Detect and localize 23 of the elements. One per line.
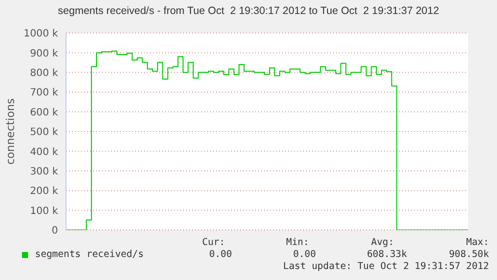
y-tick-label: 400 k [30, 146, 58, 158]
y-tick-label: 600 k [30, 107, 58, 118]
y-tick-label: 800 k [30, 68, 58, 79]
text: Avg: [371, 237, 394, 248]
y-tick-label: 0 [52, 226, 58, 237]
text: Min: [286, 237, 309, 248]
y-tick-label: 700 k [30, 88, 58, 99]
y-tick-label: 1000 k [24, 28, 58, 40]
text: 0.00 [293, 249, 316, 260]
text: 908.50k [448, 249, 489, 260]
text: 0.00 [209, 249, 232, 260]
text: Cur: [202, 237, 225, 248]
text: Max: [466, 237, 489, 248]
y-tick-label: 900 k [30, 48, 58, 60]
y-tick-label: 200 k [30, 186, 58, 198]
y-tick-label: 100 k [30, 206, 58, 217]
text: 608.33k [366, 249, 407, 260]
legend-label: segments received/s [35, 249, 144, 260]
y-tick-label: 300 k [30, 166, 58, 178]
y-axis-title: connections [4, 98, 17, 165]
text: Last update: Tue Oct 2 19:31:57 2012 [283, 261, 489, 272]
y-tick-label: 500 k [30, 127, 58, 138]
chart-title: segments received/s - from Tue Oct 2 19:30:17 2012 to Tue Oct 2 19:31:37 2012 [56, 5, 440, 17]
